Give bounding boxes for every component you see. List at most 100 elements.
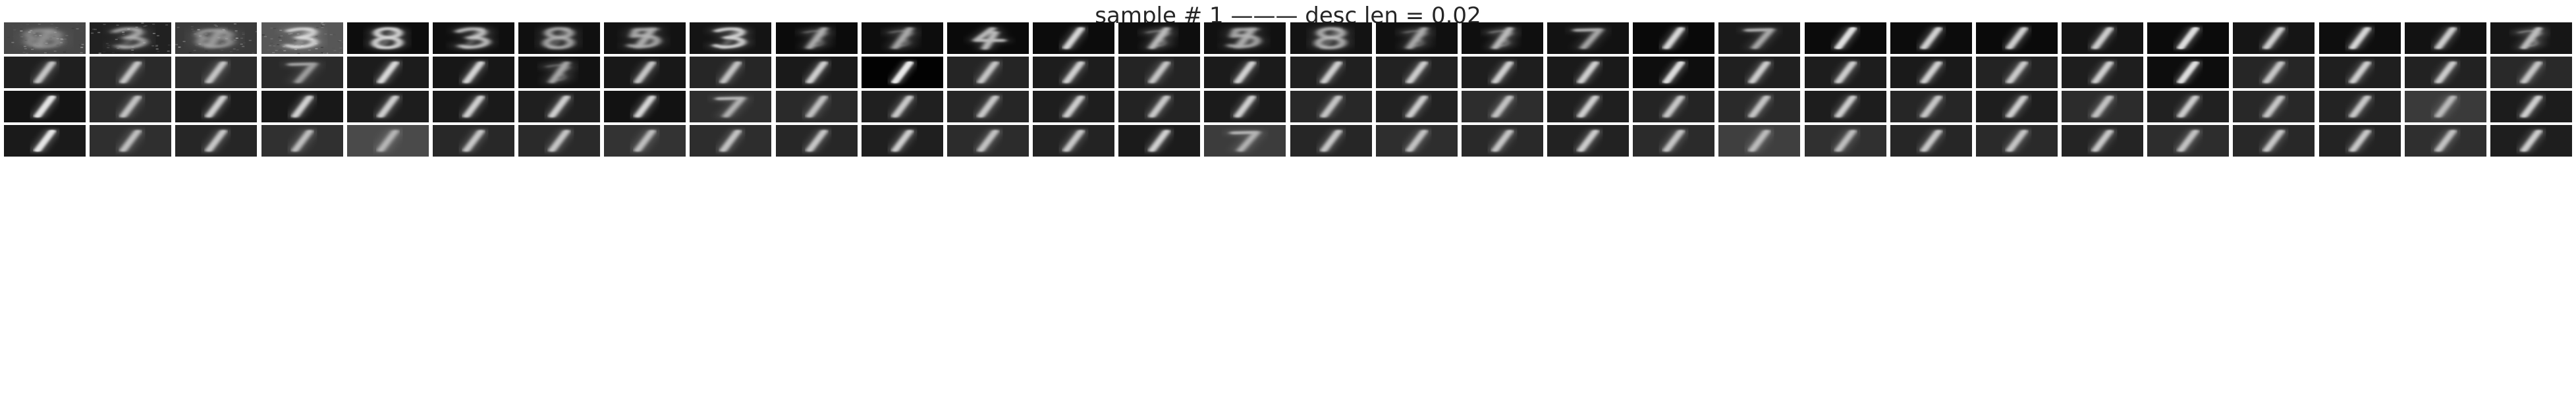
- digit-stroke: [1319, 61, 1342, 84]
- digit-stroke: [290, 130, 314, 152]
- digit-stroke: [1662, 130, 1685, 152]
- digit-stroke: [34, 130, 56, 152]
- digit-stroke: [888, 27, 914, 49]
- sample-tile: [2233, 91, 2315, 122]
- sample-tile: [1290, 91, 1372, 122]
- digit-image: [1718, 22, 1801, 54]
- sample-tile: [1118, 125, 1201, 157]
- digit-image: [518, 57, 601, 88]
- digit-stroke: [1919, 95, 1942, 118]
- digit-image: [1290, 22, 1372, 54]
- digit-stroke: [283, 27, 318, 49]
- digit-stroke: [1748, 61, 1771, 84]
- digit-stroke: [1919, 27, 1942, 49]
- sample-tile: [2062, 57, 2144, 88]
- sample-tile: [1118, 91, 1201, 122]
- sample-tile: [1975, 125, 2058, 157]
- sample-tile: [1461, 22, 1543, 54]
- digit-image: [261, 125, 343, 157]
- sample-tile: [175, 125, 258, 157]
- sample-tile: [90, 22, 172, 54]
- digit-image: [1204, 125, 1286, 157]
- sample-tile: [1033, 57, 1115, 88]
- digit-image: [775, 125, 858, 157]
- sample-tile: [432, 125, 514, 157]
- sample-tile: [1718, 22, 1801, 54]
- digit-image: [175, 22, 258, 54]
- digit-image: [946, 57, 1029, 88]
- digit-stroke: [712, 27, 746, 49]
- digit-image: [4, 57, 86, 88]
- digit-stroke: [1743, 28, 1775, 49]
- digit-image: [946, 91, 1029, 122]
- digit-stroke: [196, 28, 234, 49]
- sample-tile: [1290, 22, 1372, 54]
- digit-image: [1375, 125, 1458, 157]
- digit-image: [518, 91, 601, 122]
- sample-tile: [261, 91, 343, 122]
- digit-stroke: [205, 130, 228, 152]
- digit-image: [2404, 91, 2486, 122]
- digit-stroke: [972, 27, 1006, 50]
- digit-image: [1633, 125, 1715, 157]
- sample-tile: [1375, 91, 1458, 122]
- digit-stroke: [634, 61, 657, 84]
- digit-stroke: [891, 61, 914, 84]
- digit-stroke: [1662, 61, 1685, 84]
- digit-image: [346, 57, 429, 88]
- digit-image: [90, 91, 172, 122]
- sample-tile: [1204, 125, 1286, 157]
- digit-image: [1633, 22, 1715, 54]
- digit-stroke: [1062, 95, 1085, 118]
- sample-tile: [775, 22, 858, 54]
- sample-tile: [2490, 91, 2572, 122]
- sample-tile: [861, 57, 943, 88]
- digit-stroke: [34, 95, 56, 118]
- digit-stroke: [2520, 130, 2542, 152]
- digit-stroke: [548, 95, 570, 118]
- sample-tile: [1204, 22, 1286, 54]
- digit-stroke: [2520, 95, 2542, 118]
- digit-image: [604, 57, 686, 88]
- digit-image: [2233, 91, 2315, 122]
- sample-tile: [946, 91, 1029, 122]
- sample-tile: [2062, 91, 2144, 122]
- digit-stroke: [376, 130, 399, 152]
- digit-stroke: [542, 27, 574, 49]
- sample-tile: [861, 91, 943, 122]
- sample-tile: [1718, 91, 1801, 122]
- digit-stroke: [1229, 130, 1261, 152]
- digit-stroke: [1405, 61, 1428, 84]
- sample-tile: [2404, 22, 2486, 54]
- digit-image: [2062, 57, 2144, 88]
- digit-image: [2147, 91, 2230, 122]
- sample-tile: [775, 91, 858, 122]
- sample-tile: [1461, 125, 1543, 157]
- digit-stroke: [2262, 27, 2286, 49]
- digit-image: [1204, 91, 1286, 122]
- sample-tile: [2490, 125, 2572, 157]
- digit-image: [2404, 57, 2486, 88]
- sample-tile: [1290, 57, 1372, 88]
- sample-tile: [690, 125, 772, 157]
- digit-stroke: [2177, 130, 2200, 152]
- digit-stroke: [2520, 61, 2542, 84]
- digit-stroke: [1577, 61, 1599, 84]
- digit-image: [1375, 57, 1458, 88]
- digit-stroke: [1748, 130, 1771, 152]
- digit-stroke: [2091, 130, 2114, 152]
- digit-image: [261, 22, 343, 54]
- digit-stroke: [805, 95, 828, 118]
- digit-image: [1461, 125, 1543, 157]
- sample-tile: [261, 57, 343, 88]
- sample-tile: [90, 91, 172, 122]
- sample-tile: [518, 91, 601, 122]
- digit-image: [946, 22, 1029, 54]
- digit-image: [2233, 22, 2315, 54]
- digit-image: [1804, 22, 1886, 54]
- digit-image: [1118, 22, 1201, 54]
- digit-image: [690, 91, 772, 122]
- digit-image: [1547, 91, 1630, 122]
- digit-image: [861, 91, 943, 122]
